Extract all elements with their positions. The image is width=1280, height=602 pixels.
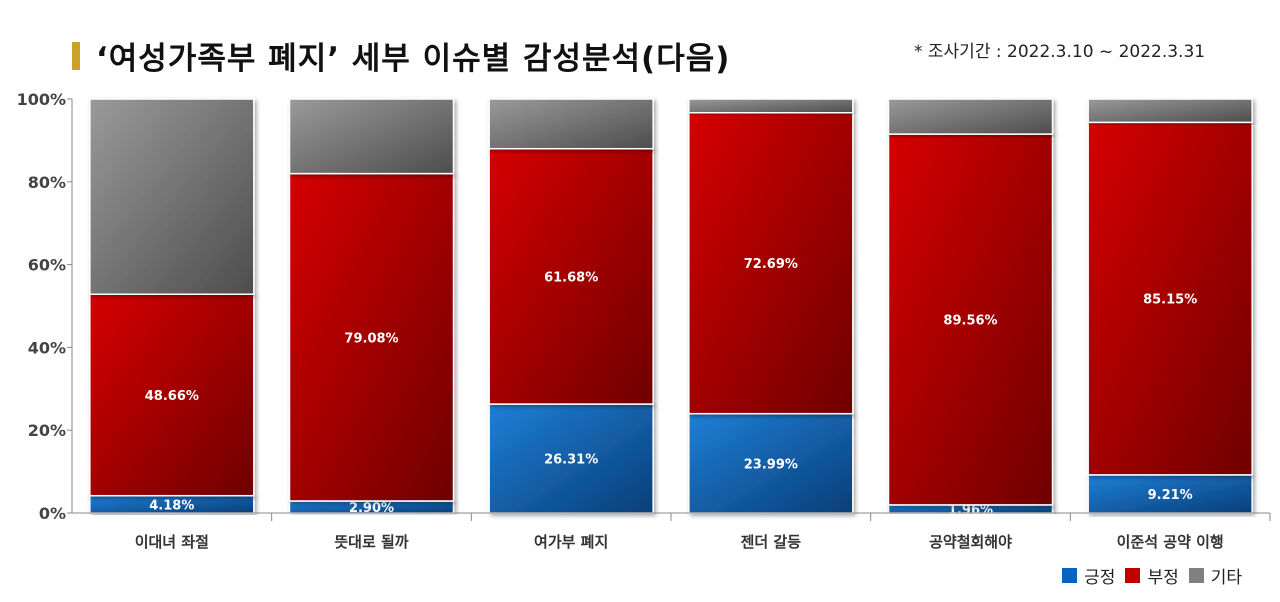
data-label-positive: 9.21%: [1148, 488, 1193, 503]
data-label-negative: 72.69%: [744, 257, 798, 272]
y-tick-label: 100%: [17, 90, 66, 109]
y-axis: 0% 20% 40% 60% 80% 100%: [17, 90, 73, 523]
data-label-negative: 89.56%: [943, 313, 997, 328]
bar-segment-other: [488, 98, 654, 150]
bar-segment-negative: [887, 133, 1054, 506]
data-label-positive: 23.99%: [744, 457, 798, 472]
chart-title: ‘여성가족부 폐지’ 세부 이슈별 감성분석(다음): [96, 41, 731, 77]
y-tick-label: 20%: [28, 421, 66, 440]
bar-segment-positive: [1087, 474, 1253, 514]
legend-label-negative: 부정: [1147, 568, 1179, 588]
data-label-positive: 1.96%: [948, 503, 993, 518]
legend-swatch-other: [1188, 568, 1204, 583]
legend-label-positive: 긍정: [1084, 568, 1116, 588]
x-category-label: 뜻대로 될까: [334, 533, 408, 551]
bar-segment-other: [688, 98, 854, 114]
bar-segment-negative: [488, 147, 654, 405]
bar-segment-negative: [89, 293, 255, 497]
x-category-label: 여가부 폐지: [534, 533, 608, 551]
x-category-label: 젠더 갈등: [741, 533, 802, 551]
legend-item-other: 기타: [1188, 563, 1242, 588]
legend: 긍정 부정 기타: [1062, 563, 1242, 588]
legend-label-other: 기타: [1210, 568, 1242, 588]
x-category-label: 공약철회해야: [929, 533, 1012, 551]
bar-segment-other: [887, 98, 1054, 135]
bar-segment-negative: [1087, 121, 1253, 476]
bar-segment-positive: [688, 412, 854, 514]
bar-segment-other: [288, 98, 455, 175]
survey-period: * 조사기간 : 2022.3.10 ~ 2022.3.31: [914, 42, 1206, 62]
legend-swatch-positive: [1062, 568, 1078, 583]
bars-group: 4.18% 48.66% 2.90% 79.08% 26.31% 61.68% 23.99%…: [89, 98, 1253, 518]
legend-swatch-negative: [1125, 568, 1141, 583]
legend-item-positive: 긍정: [1062, 563, 1115, 588]
data-label-positive: 4.18%: [149, 498, 194, 513]
y-tick-label: 0%: [39, 504, 66, 523]
data-label-positive: 26.31%: [544, 453, 598, 468]
data-label-negative: 48.66%: [145, 389, 199, 404]
x-category-label: 이준석 공약 이행: [1117, 533, 1224, 551]
title-accent-bar: [72, 42, 80, 70]
legend-item-negative: 부정: [1125, 563, 1179, 588]
y-tick-label: 60%: [28, 256, 66, 275]
bar-segment-other: [1087, 98, 1253, 124]
x-category-label: 이대녀 좌절: [135, 533, 209, 551]
bar-segment-negative: [688, 111, 854, 415]
data-label-negative: 85.15%: [1143, 293, 1197, 308]
y-tick-label: 40%: [28, 338, 66, 357]
x-axis: 이대녀 좌절 뜻대로 될까 여가부 폐지 젠더 갈등 공약철회해야 이준석 공약 이행: [72, 512, 1271, 551]
y-tick-label: 80%: [28, 173, 66, 192]
data-label-negative: 61.68%: [544, 270, 598, 285]
bar-segment-other: [89, 98, 255, 295]
data-label-positive: 2.90%: [349, 501, 394, 516]
data-label-negative: 79.08%: [344, 331, 398, 346]
